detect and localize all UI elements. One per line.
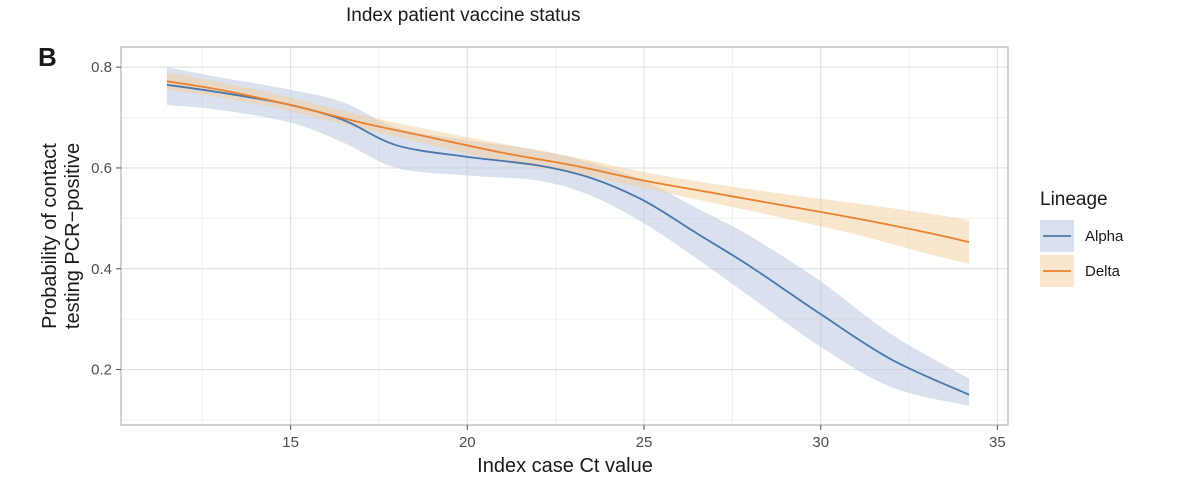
x-axis-title: Index case Ct value: [477, 455, 653, 477]
confidence-band-delta: [166, 72, 970, 264]
y-tick-label: 0.8: [91, 59, 112, 76]
confidence-bands: [166, 67, 970, 406]
plot-border: [120, 46, 1009, 426]
y-axis-title-line-2: testing PCR−positive: [62, 143, 84, 329]
x-axis-ticks: 15 20 25 30 35: [282, 425, 1006, 451]
x-tick-label: 25: [636, 434, 653, 451]
x-tick-label: 30: [812, 434, 829, 451]
x-tick-label: 20: [459, 434, 476, 451]
y-tick-label: 0.2: [91, 362, 112, 379]
y-tick-label: 0.6: [91, 160, 112, 177]
y-tick-label: 0.4: [91, 261, 112, 278]
series-line-delta: [166, 80, 970, 243]
legend-label-alpha: Alpha: [1085, 228, 1124, 245]
y-axis-ticks: 0.2 0.4 0.6 0.8: [91, 59, 121, 379]
y-axis-title: Probability of contact testing PCR−posit…: [39, 143, 84, 329]
legend-title: Lineage: [1040, 189, 1108, 210]
panel-label: B: [38, 42, 57, 72]
x-tick-label: 35: [989, 434, 1006, 451]
series-lines: [166, 80, 970, 396]
y-axis-title-line-1: Probability of contact: [39, 143, 61, 329]
legend-label-delta: Delta: [1085, 263, 1121, 280]
chart-title: Index patient vaccine status: [346, 5, 581, 26]
x-tick-label: 15: [282, 434, 299, 451]
legend: Lineage Alpha Delta: [1040, 189, 1124, 287]
confidence-band-alpha: [166, 67, 970, 406]
